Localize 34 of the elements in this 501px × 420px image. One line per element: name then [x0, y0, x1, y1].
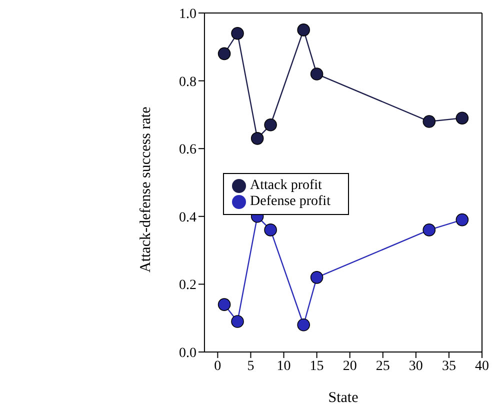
- y-tick-label: 1.0: [178, 6, 196, 22]
- y-tick-label: 0.8: [178, 74, 196, 90]
- point: [422, 115, 436, 128]
- x-tick-label: 20: [342, 358, 357, 374]
- point: [264, 224, 277, 236]
- y-tick-label: 0.4: [178, 210, 196, 226]
- point: [218, 298, 231, 311]
- x-tick-label: 0: [214, 358, 222, 374]
- y-tick-label: 0.0: [178, 346, 196, 361]
- legend-label: Attack profit: [250, 178, 322, 193]
- legend-label: Defense profit: [250, 194, 330, 209]
- point: [297, 318, 310, 332]
- x-tick-label: 30: [408, 358, 423, 374]
- x-tick-label: 15: [310, 358, 324, 374]
- x-axis-title: State: [328, 390, 359, 406]
- point: [250, 132, 264, 145]
- point: [297, 24, 310, 36]
- point: [231, 26, 244, 40]
- x-tick-label: 10: [276, 358, 291, 374]
- point: [231, 315, 244, 328]
- point: [456, 213, 469, 226]
- point: [310, 271, 324, 284]
- point: [422, 224, 436, 236]
- x-tick-label: 40: [475, 358, 489, 374]
- x-tick-label: 25: [376, 358, 390, 374]
- y-tick-label: 0.2: [178, 278, 196, 294]
- point: [456, 112, 469, 124]
- x-tick-label: 35: [442, 358, 456, 374]
- y-axis-title: Attack-defense success rate: [138, 106, 154, 272]
- x-tick-label: 5: [247, 358, 254, 374]
- point: [218, 47, 231, 60]
- y-tick-label: 0.6: [178, 142, 196, 158]
- point: [310, 68, 324, 80]
- point: [264, 118, 277, 132]
